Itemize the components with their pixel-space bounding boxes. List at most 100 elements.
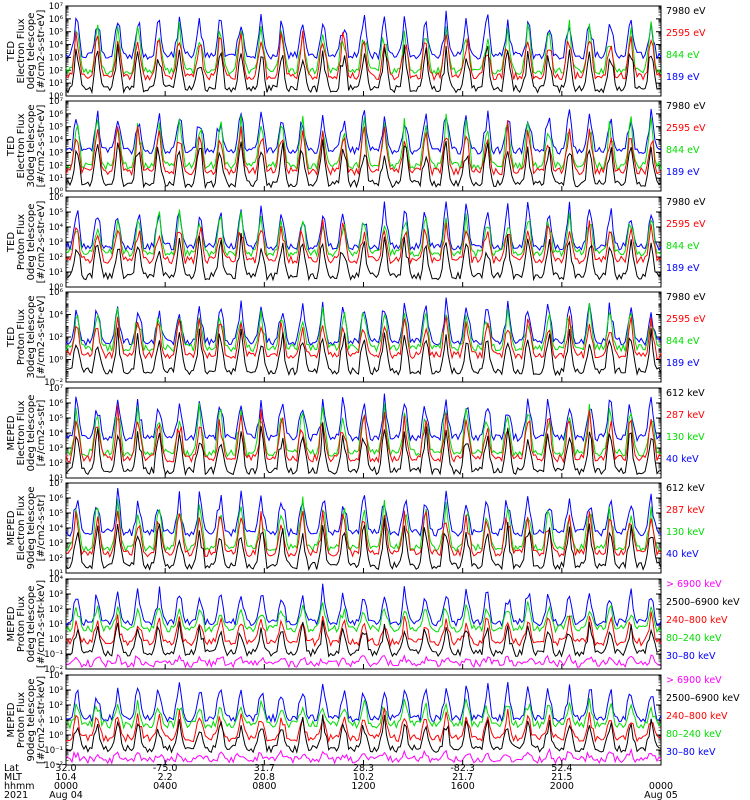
series-trace — [65, 714, 662, 754]
legend-entry: 80–240 keV — [666, 633, 722, 644]
y-tick-label: 10⁰ — [49, 356, 64, 366]
legend-entry: 844 eV — [666, 336, 700, 347]
y-tick-label: 10⁰ — [49, 187, 64, 197]
legend-entry: 40 keV — [666, 454, 699, 465]
y-tick-label: 10⁷ — [49, 2, 64, 12]
legend-entry: 130 keV — [666, 527, 705, 538]
x-tick-label: 0000 — [649, 781, 673, 792]
series-trace — [65, 10, 662, 61]
y-tick-label: 10⁶ — [49, 288, 64, 298]
x-row-label: hhmm — [4, 781, 35, 792]
y-axis-label: Electron Flux — [16, 113, 27, 178]
legend-entry: 189 eV — [666, 167, 700, 178]
legend-entry: 844 eV — [666, 241, 700, 252]
x-tick-label: 1600 — [451, 781, 475, 792]
y-tick-label: 10¹ — [49, 174, 63, 184]
x-row-label: Lat — [4, 763, 19, 774]
legend-entry: 612 keV — [666, 483, 705, 494]
legend-entry: 40 keV — [666, 549, 699, 560]
panel-1: 10⁰ 10¹ 10² 10³ 10⁴ 10⁵ 10⁶ 10⁷ TED Electron Flux… — [6, 2, 706, 102]
y-axis-label: TED — [6, 232, 17, 253]
y-axis-label: [#/cm2-s-str] — [36, 399, 47, 466]
y-axis-label: Electron Flux — [16, 18, 27, 83]
y-axis-label: TED — [6, 41, 17, 62]
y-axis-label: 30deg telescope — [26, 295, 37, 378]
series-trace — [65, 496, 662, 553]
y-tick-label: 10⁴ — [49, 524, 64, 534]
x-tick-label: 0000 — [54, 781, 78, 792]
legend-entry: 2595 eV — [666, 123, 706, 134]
series-trace — [65, 44, 662, 95]
panel-6: 10¹ 10² 10³ 10⁴ 10⁵ 10⁶ 10⁷ MEPED Electron Flux 9… — [6, 479, 705, 579]
y-tick-label: 10⁻² — [44, 665, 63, 675]
y-tick-label: 10² — [49, 333, 63, 343]
series-trace — [65, 209, 662, 258]
panel-5: 10¹ 10² 10³ 10⁴ 10⁵ 10⁶ 10⁷ MEPED Electron Flux 0… — [6, 384, 705, 484]
y-axis-label: [#/cm2-s-str-eV] — [36, 201, 47, 284]
series-trace — [65, 682, 662, 724]
y-tick-label: 10² — [49, 66, 63, 76]
series-trace — [65, 315, 662, 361]
x-tick-label: 21.7 — [452, 772, 473, 783]
y-tick-label: 10³ — [49, 686, 63, 696]
panel-3: 10⁰ 10¹ 10² 10³ 10⁴ 10⁵ 10⁶ TED Proton Flux 0deg … — [6, 193, 706, 293]
x-tick-label: 1200 — [351, 781, 375, 792]
legend-entry: 189 eV — [666, 358, 700, 369]
x-tick-label: 21.5 — [551, 772, 572, 783]
legend-entry: 240–800 keV — [666, 711, 728, 722]
x-tick-label: 2.2 — [158, 772, 173, 783]
y-tick-label: 10¹ — [49, 569, 63, 579]
legend-entry: 844 eV — [666, 50, 700, 61]
legend-entry: 80–240 keV — [666, 729, 722, 740]
x-tick-label: 28.3 — [353, 763, 374, 774]
legend-entry: 130 keV — [666, 432, 705, 443]
legend-entry: 2500–6900 keV — [666, 693, 740, 704]
y-tick-label: 10³ — [49, 238, 63, 248]
legend-entry: > 6900 keV — [666, 675, 722, 686]
y-axis-label: [#/cm2-s-str-eV] — [36, 296, 47, 379]
series-trace — [65, 601, 662, 634]
legend-entry: 7980 eV — [666, 101, 706, 112]
panel-2: 10⁰ 10¹ 10² 10³ 10⁴ 10⁵ 10⁶ 10⁷ TED Electron Flux… — [6, 97, 706, 197]
series-trace — [65, 611, 662, 648]
legend-entry: > 6900 keV — [666, 579, 722, 590]
y-tick-label: 10⁻² — [44, 378, 63, 388]
legend-entry: 189 eV — [666, 72, 700, 83]
y-axis-label: 0deg telescope — [26, 586, 37, 663]
legend-entry: 844 eV — [666, 145, 700, 156]
y-tick-label: 10³ — [49, 539, 63, 549]
y-tick-label: 10³ — [49, 148, 63, 158]
y-tick-label: 10⁰ — [49, 635, 64, 645]
legend-entry: 2595 eV — [666, 314, 706, 325]
y-axis-label: 0deg telescope — [26, 204, 37, 281]
x-tick-label: 2000 — [550, 781, 574, 792]
y-axis-label: MEPED — [6, 510, 17, 545]
x-tick-label: 20.8 — [254, 772, 275, 783]
y-tick-label: 10⁵ — [49, 414, 63, 424]
legend-entry: 7980 eV — [666, 197, 706, 208]
x-row-label: 2021 — [4, 790, 28, 800]
panel-7: 10⁻² 10⁻¹ 10⁰ 10¹ 10² 10³ 10⁴ MEPED Proton Flux 0… — [6, 575, 740, 675]
series-trace — [65, 707, 661, 744]
series-trace — [65, 488, 662, 538]
panel-8: 10⁻² 10⁻¹ 10⁰ 10¹ 10² 10³ 10⁴ MEPED Proton Flux 9… — [6, 671, 740, 771]
x-tick-label: Aug 04 — [49, 790, 83, 800]
y-tick-label: 10⁵ — [49, 123, 63, 133]
legend-entry: 2595 eV — [666, 219, 706, 230]
series-trace — [65, 327, 662, 377]
x-tick-label: 0800 — [252, 781, 276, 792]
legend-entry: 30–80 keV — [666, 747, 716, 758]
series-trace — [65, 404, 662, 464]
y-tick-label: 10⁵ — [49, 509, 63, 519]
y-axis-label: Proton Flux — [16, 214, 27, 270]
y-axis-label: [#/cm2-s-str-eV] — [36, 105, 47, 188]
y-tick-label: 10³ — [49, 53, 63, 63]
y-tick-label: 10⁷ — [49, 384, 64, 394]
y-axis-label: Proton Flux — [16, 596, 27, 652]
y-tick-label: 10¹ — [49, 620, 63, 630]
legend-entry: 7980 eV — [666, 6, 706, 17]
series-trace — [65, 302, 662, 353]
